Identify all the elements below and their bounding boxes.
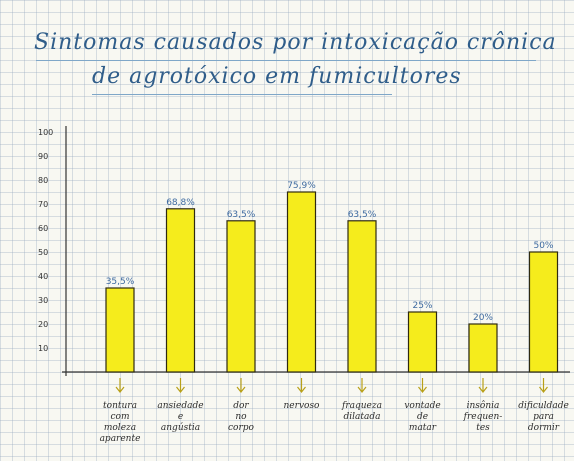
y-tick-label: 70 xyxy=(38,200,48,209)
bar xyxy=(286,191,317,373)
x-tick-label: fraqueza dilatada xyxy=(341,401,382,422)
x-tick-label: dificuldade para dormir xyxy=(518,401,569,433)
down-arrow-icon xyxy=(115,378,125,393)
y-tick-label: 40 xyxy=(38,272,48,281)
data-label: 35,5% xyxy=(106,277,135,287)
y-tick-label: 50 xyxy=(38,248,48,257)
x-tick-label: tontura com moleza aparente xyxy=(100,401,141,444)
data-label: 68,8% xyxy=(166,198,195,208)
x-tick-label: dor no corpo xyxy=(228,401,255,433)
y-tick-label: 10 xyxy=(38,344,48,353)
down-arrow-icon xyxy=(176,378,185,393)
y-tick-label: 80 xyxy=(38,176,48,185)
chart-title-line-1: Sintomas causados por intoxicação crônic… xyxy=(34,30,557,55)
bar xyxy=(347,220,377,373)
down-arrow-icon xyxy=(539,378,548,393)
y-tick-label: 60 xyxy=(38,224,48,233)
down-arrow-icon xyxy=(297,378,306,393)
title-underline xyxy=(92,94,392,95)
down-arrow-icon xyxy=(236,378,246,393)
data-label: 75,9% xyxy=(287,181,316,191)
data-label: 63,5% xyxy=(227,210,256,220)
y-tick-label: 100 xyxy=(38,128,53,137)
x-tick-label: nervoso xyxy=(284,401,321,411)
y-tick-label: 30 xyxy=(38,296,48,305)
data-label: 63,5% xyxy=(348,210,377,220)
y-tick-label: 90 xyxy=(38,152,48,161)
data-label: 20% xyxy=(473,313,493,323)
bar xyxy=(468,323,498,373)
x-tick-label: insônia frequen-tes xyxy=(463,400,503,433)
down-arrow-icon xyxy=(357,378,367,393)
y-tick-label: 20 xyxy=(38,320,48,329)
data-label: 50% xyxy=(533,241,553,251)
bar xyxy=(105,287,135,373)
bar xyxy=(226,220,256,373)
down-arrow-icon xyxy=(418,378,427,393)
bar xyxy=(528,251,559,373)
down-arrow-icon xyxy=(478,378,488,393)
x-tick-label: vontade de matar xyxy=(404,401,440,433)
bar xyxy=(407,311,438,373)
x-tick-label: ansiedade e angústia xyxy=(157,401,203,433)
bar xyxy=(165,208,196,373)
title-underline xyxy=(36,60,536,61)
data-label: 25% xyxy=(412,301,432,311)
chart-title-line-2: de agrotóxico em fumicultores xyxy=(92,64,462,89)
